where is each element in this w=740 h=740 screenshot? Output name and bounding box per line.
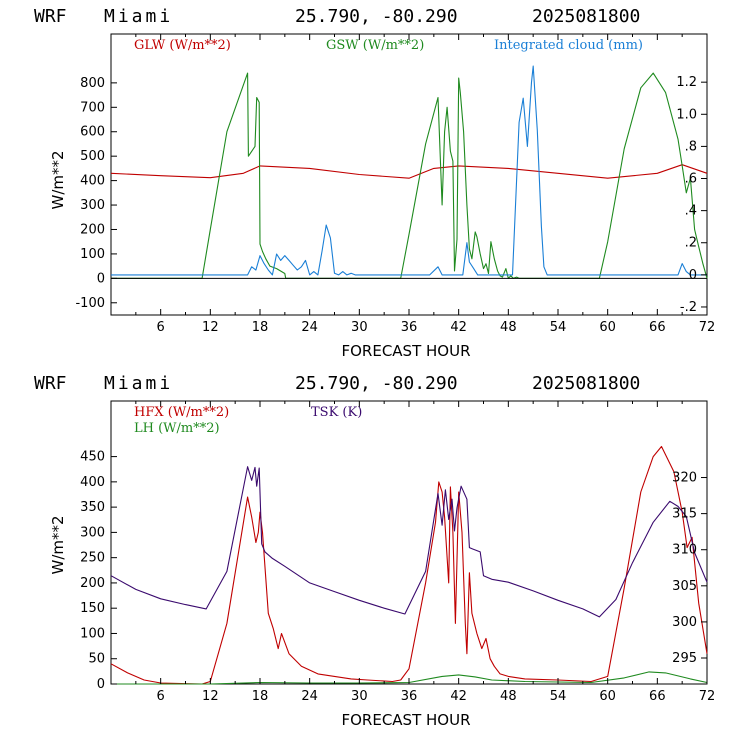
- y-tick-label: -100: [75, 296, 105, 311]
- panel1-y-axis-label: W/m**2: [49, 150, 67, 209]
- series-line-tsk: [110, 466, 708, 618]
- y-tick-label: 150: [80, 601, 105, 616]
- y2-tick-label: 300: [672, 615, 697, 630]
- panel2-axes-group: 6 12 18 24 30 36 42 48 54 60 66 72 0 50 100 150 200 250 30…: [80, 401, 715, 704]
- x-tick-label: 72: [699, 320, 716, 335]
- panel1-location-label: Miami: [104, 6, 173, 27]
- panel2-date-label: 2025081800: [532, 373, 640, 394]
- panel1-date-label: 2025081800: [532, 6, 640, 27]
- y-tick-label: 50: [88, 652, 105, 667]
- y-tick-label: 500: [80, 149, 105, 164]
- x-tick-label: 24: [301, 689, 318, 704]
- panel1-series-group: [110, 65, 708, 279]
- panel2-legend-lh: LH (W/m**2): [134, 421, 220, 436]
- x-tick-label: 60: [599, 320, 616, 335]
- x-tick-label: 30: [351, 689, 368, 704]
- panel1-legend-cloud: Integrated cloud (mm): [494, 38, 643, 53]
- x-tick-label: 6: [157, 689, 165, 704]
- y-tick-label: 600: [80, 125, 105, 140]
- panel1-axes-group: 6 12 18 24 30 36 42 48 54 60 66 72 -100 0 100 200 300 400…: [75, 34, 715, 335]
- y2-tick-label: 320: [672, 471, 697, 486]
- y2-tick-label: 0: [689, 268, 697, 283]
- x-tick-label: 12: [202, 689, 219, 704]
- x-tick-label: 36: [401, 320, 418, 335]
- y-tick-label: 450: [80, 450, 105, 465]
- panel2-legend-tsk: TSK (K): [311, 405, 362, 420]
- x-tick-label: 30: [351, 320, 368, 335]
- y-tick-label: 0: [97, 677, 105, 692]
- y-tick-label: 300: [80, 525, 105, 540]
- y-tick-label: 700: [80, 100, 105, 115]
- x-tick-label: 66: [649, 320, 666, 335]
- panel1-x-axis-label: FORECAST HOUR: [341, 342, 470, 360]
- y-tick-label: 800: [80, 76, 105, 91]
- series-line-gsw: [111, 72, 708, 279]
- y2-tick-label: 310: [672, 543, 697, 558]
- x-tick-label: 54: [550, 320, 567, 335]
- x-tick-label: 48: [500, 320, 517, 335]
- x-tick-label: 66: [649, 689, 666, 704]
- y2-tick-label: 1.2: [676, 75, 697, 90]
- x-tick-label: 36: [401, 689, 418, 704]
- x-tick-label: 48: [500, 689, 517, 704]
- panel2-y-axis-label: W/m**2: [49, 515, 67, 574]
- panel2-series-group: [110, 445, 708, 685]
- x-tick-label: 6: [157, 320, 165, 335]
- y2-tick-label: .8: [685, 139, 697, 154]
- panel1-model-label: WRF: [34, 6, 67, 27]
- x-tick-label: 24: [301, 320, 318, 335]
- y-tick-label: 400: [80, 174, 105, 189]
- y2-tick-label: 295: [672, 651, 697, 666]
- x-tick-label: 72: [699, 689, 716, 704]
- y-tick-label: 200: [80, 222, 105, 237]
- y2-tick-label: 305: [672, 579, 697, 594]
- series-line-lh: [111, 671, 708, 685]
- x-tick-label: 42: [450, 320, 467, 335]
- x-tick-label: 54: [550, 689, 567, 704]
- panel2-model-label: WRF: [34, 373, 67, 394]
- y2-tick-label: 1.0: [676, 107, 697, 122]
- y-tick-label: 100: [80, 247, 105, 262]
- series-line-integrated: [111, 65, 707, 276]
- series-line-hfx: [110, 445, 708, 685]
- panel1-legend-gsw: GSW (W/m**2): [326, 38, 424, 53]
- panel2-plot-frame: [110, 400, 708, 685]
- y2-tick-label: .2: [685, 236, 697, 251]
- x-tick-label: 42: [450, 689, 467, 704]
- y2-tick-label: -.2: [680, 300, 697, 315]
- panel1-plot-frame: [110, 33, 708, 316]
- y-tick-label: 200: [80, 576, 105, 591]
- y2-tick-label: .6: [685, 172, 697, 187]
- y-tick-label: 300: [80, 198, 105, 213]
- series-line-glw: [110, 164, 708, 179]
- x-tick-label: 18: [252, 320, 269, 335]
- y-tick-label: 250: [80, 551, 105, 566]
- y-tick-label: 350: [80, 500, 105, 515]
- panel1-coords-label: 25.790, -80.290: [295, 6, 458, 27]
- x-tick-label: 12: [202, 320, 219, 335]
- panel2-legend-hfx: HFX (W/m**2): [134, 405, 229, 420]
- x-tick-label: 18: [252, 689, 269, 704]
- y-tick-label: 0: [97, 271, 105, 286]
- y-tick-label: 400: [80, 475, 105, 490]
- panel1-legend-glw: GLW (W/m**2): [134, 38, 231, 53]
- x-tick-label: 60: [599, 689, 616, 704]
- panel2-x-axis-label: FORECAST HOUR: [341, 711, 470, 729]
- panel2-location-label: Miami: [104, 373, 173, 394]
- y2-tick-label: 315: [672, 507, 697, 522]
- panel2-coords-label: 25.790, -80.290: [295, 373, 458, 394]
- y-tick-label: 100: [80, 626, 105, 641]
- y2-tick-label: .4: [685, 204, 697, 219]
